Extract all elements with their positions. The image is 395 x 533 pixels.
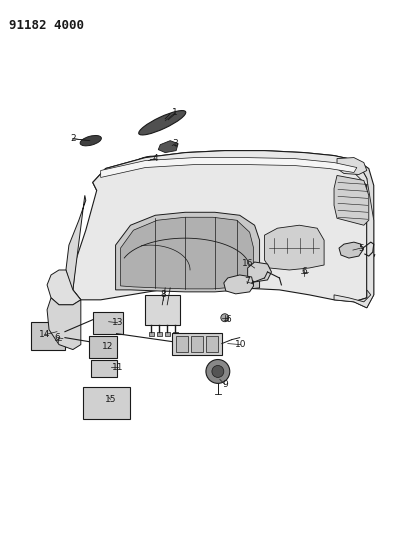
FancyBboxPatch shape — [31, 322, 65, 350]
Polygon shape — [337, 158, 367, 174]
Polygon shape — [101, 158, 357, 177]
Bar — [149, 332, 154, 336]
FancyBboxPatch shape — [269, 238, 319, 253]
Text: 3: 3 — [172, 139, 178, 148]
FancyBboxPatch shape — [83, 387, 130, 419]
Ellipse shape — [246, 159, 263, 167]
Text: 6: 6 — [225, 315, 231, 324]
Bar — [157, 332, 162, 336]
Text: 9: 9 — [222, 380, 228, 389]
Text: 11: 11 — [112, 363, 123, 372]
Text: 10: 10 — [235, 340, 246, 349]
Text: 15: 15 — [105, 395, 117, 404]
Bar — [173, 332, 178, 336]
Text: 91182 4000: 91182 4000 — [9, 19, 85, 33]
Polygon shape — [339, 242, 363, 258]
FancyBboxPatch shape — [91, 360, 117, 377]
Polygon shape — [354, 160, 374, 308]
Text: 8: 8 — [160, 290, 166, 300]
FancyBboxPatch shape — [145, 295, 180, 325]
FancyBboxPatch shape — [176, 336, 188, 352]
Polygon shape — [66, 196, 86, 300]
FancyBboxPatch shape — [191, 336, 203, 352]
Text: 12: 12 — [102, 342, 113, 351]
FancyBboxPatch shape — [206, 336, 218, 352]
Ellipse shape — [139, 110, 186, 135]
Polygon shape — [93, 151, 367, 190]
Text: 2: 2 — [70, 134, 76, 143]
Circle shape — [206, 360, 230, 383]
Text: 6: 6 — [54, 333, 60, 342]
Circle shape — [300, 269, 308, 277]
Polygon shape — [116, 212, 260, 292]
Polygon shape — [47, 270, 81, 305]
FancyBboxPatch shape — [93, 312, 122, 334]
Polygon shape — [224, 275, 254, 294]
Polygon shape — [120, 217, 254, 289]
Polygon shape — [248, 262, 271, 282]
Ellipse shape — [135, 156, 161, 165]
Text: 6: 6 — [301, 268, 307, 277]
Circle shape — [221, 314, 229, 322]
Polygon shape — [73, 151, 367, 302]
Polygon shape — [265, 225, 324, 270]
FancyBboxPatch shape — [89, 336, 117, 358]
Text: 5: 5 — [358, 244, 364, 253]
Circle shape — [54, 336, 62, 344]
Bar — [165, 332, 170, 336]
Text: 7: 7 — [244, 277, 250, 286]
FancyBboxPatch shape — [172, 333, 222, 354]
Circle shape — [212, 366, 224, 377]
Text: 1: 1 — [172, 108, 178, 117]
Polygon shape — [334, 175, 369, 225]
Polygon shape — [47, 298, 81, 350]
Text: 13: 13 — [112, 318, 123, 327]
Text: 4: 4 — [152, 154, 158, 163]
Ellipse shape — [80, 135, 102, 146]
Ellipse shape — [256, 269, 263, 275]
Polygon shape — [334, 160, 374, 308]
Ellipse shape — [201, 159, 219, 167]
Polygon shape — [158, 141, 178, 152]
Text: 16: 16 — [242, 259, 254, 268]
Ellipse shape — [285, 159, 303, 167]
Ellipse shape — [151, 159, 169, 167]
Text: 14: 14 — [40, 330, 51, 339]
